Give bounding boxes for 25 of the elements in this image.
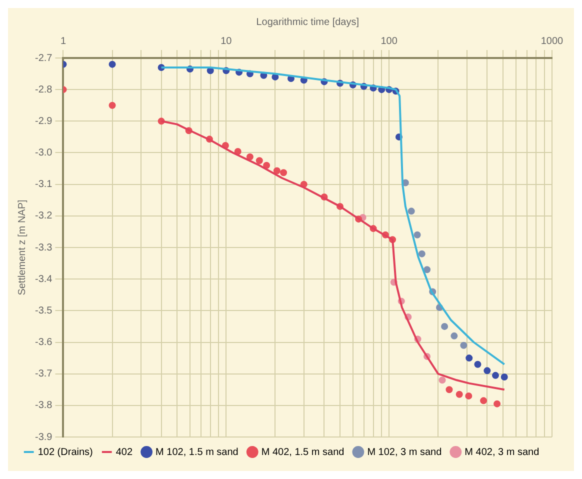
y-tick-label: -3.5 xyxy=(34,305,53,316)
legend-label: M 402, 3 m sand xyxy=(464,446,540,458)
y-tick-label: -3.7 xyxy=(34,368,53,380)
x-axis-title: Logarithmic time [days] xyxy=(256,16,360,28)
x-tick-label: 1 xyxy=(60,36,66,47)
y-tick-label: -2.9 xyxy=(34,116,53,127)
y-tick-label: -3.0 xyxy=(34,148,53,158)
y-tick-label: -3.3 xyxy=(34,242,53,254)
y-axis-title: Settlement z [m NAP] xyxy=(16,199,28,296)
y-tick-label: -3.8 xyxy=(34,400,53,412)
y-tick-label: -3.9 xyxy=(34,432,53,443)
y-tick-label: -3.4 xyxy=(34,274,53,285)
legend-label: M 402, 1.5 m sand xyxy=(261,446,344,458)
legend-label: M 102, 3 m sand xyxy=(367,446,442,458)
x-tick-label: 10 xyxy=(220,36,232,47)
x-tick-label: 100 xyxy=(380,36,398,47)
y-tick-label: -3.6 xyxy=(34,337,53,348)
y-tick-label: -3.1 xyxy=(34,179,53,190)
x-tick-label: 1000 xyxy=(540,36,564,47)
legend-label: 102 (Drains) xyxy=(38,446,93,458)
legend-label: M 102, 1.5 m sand xyxy=(156,446,238,458)
y-tick-label: -3.2 xyxy=(34,210,53,222)
y-tick-label: -2.7 xyxy=(34,52,53,64)
y-tick-label: -2.8 xyxy=(34,84,53,96)
legend-label: 402 xyxy=(116,446,133,458)
